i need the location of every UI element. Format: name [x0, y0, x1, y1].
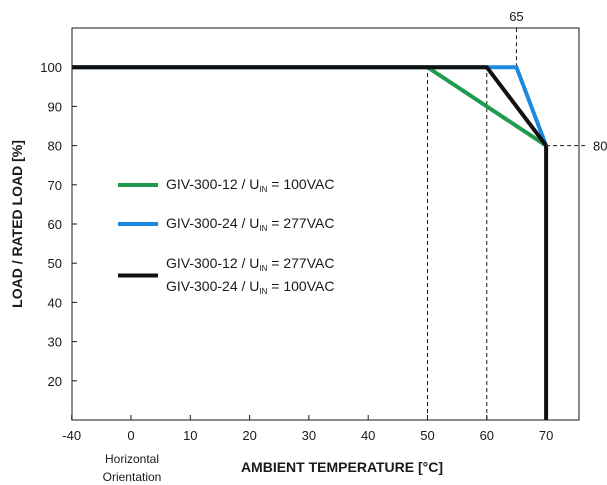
legend: GIV-300-12 / UIN = 100VAC GIV-300-24 / UI… — [118, 176, 334, 296]
legend-label: GIV-300-12 / UIN = 100VAC — [166, 176, 334, 194]
y-tick-label: 60 — [48, 217, 62, 232]
legend-label: GIV-300-24 / UIN = 277VAC — [166, 215, 334, 233]
x-tick-label: 60 — [480, 428, 494, 443]
y-axis-title: LOAD / RATED LOAD [%] — [9, 140, 25, 308]
x-tick-label: 40 — [361, 428, 375, 443]
reference-lines — [427, 28, 588, 420]
series-line-1 — [71, 65, 548, 148]
x-tick-label: 20 — [242, 428, 256, 443]
series-lines — [71, 65, 549, 420]
y-tick-label: 50 — [48, 256, 62, 271]
y-tick-label: 80 — [48, 139, 62, 154]
series-line-3 — [71, 65, 548, 147]
y-tick-label: 90 — [48, 99, 62, 114]
axis-ticks: -40 0 10 20 30 40 50 60 70 20 30 40 50 60 70 80 90 100 — [40, 60, 553, 443]
annotation-x-65: 65 — [509, 9, 523, 24]
x-tick-label: 70 — [539, 428, 553, 443]
x-tick-label: 30 — [302, 428, 316, 443]
annotations: 65 80 — [509, 9, 607, 154]
y-tick-label: 70 — [48, 178, 62, 193]
annotation-y-80: 80 — [593, 139, 607, 154]
x-tick-label: 10 — [183, 428, 197, 443]
x-tick-label: -40 — [62, 428, 81, 443]
x-tick-label: 50 — [420, 428, 434, 443]
x-note-line-2: Orientation — [103, 470, 162, 484]
legend-label: GIV-300-12 / UIN = 277VAC — [166, 255, 334, 273]
x-note-line-1: Horizontal — [105, 452, 159, 466]
legend-label: GIV-300-24 / UIN = 100VAC — [166, 278, 334, 296]
y-tick-label: 40 — [48, 295, 62, 310]
y-tick-label: 100 — [40, 60, 62, 75]
y-tick-label: 30 — [48, 335, 62, 350]
x-axis-title: AMBIENT TEMPERATURE [°C] — [241, 459, 443, 475]
series-line-2 — [71, 65, 548, 147]
y-tick-label: 20 — [48, 374, 62, 389]
x-tick-label: 0 — [127, 428, 134, 443]
